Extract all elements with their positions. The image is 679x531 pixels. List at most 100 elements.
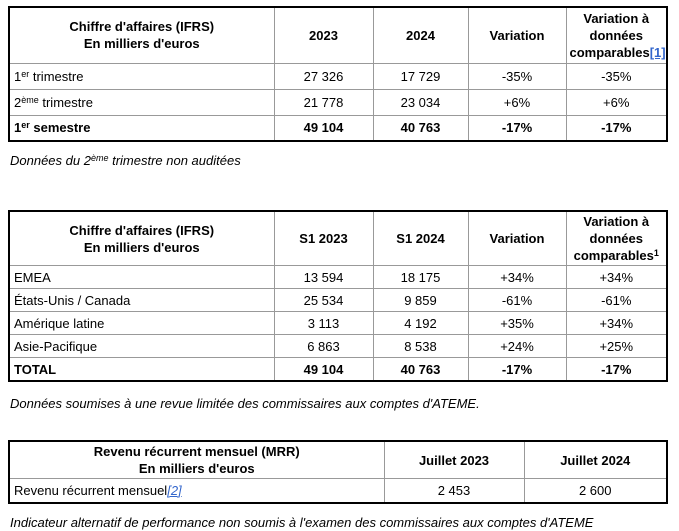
col-header-s1-2024: S1 2024 <box>372 210 469 267</box>
row-label-q2: 2ème trimestre <box>8 88 275 116</box>
col-header-comparable: Variation à données comparables1 <box>565 210 668 267</box>
table3-caption-cell: Revenu récurrent mensuel (MRR) En millie… <box>8 440 385 480</box>
total-s1-2023: 49 104 <box>273 357 374 382</box>
comparable-header-text: Variation à données comparables <box>573 214 654 264</box>
table-row-emea: EMEA 13 594 18 175 +34% +34% <box>8 265 668 290</box>
semester-2024-value: 40 763 <box>372 114 469 142</box>
table-row-q1: 1er trimestre 27 326 17 729 -35% -35% <box>8 62 668 90</box>
semester-variation: -17% <box>467 114 567 142</box>
latam-variation: +35% <box>467 311 567 336</box>
comparable-header-text: Variation à données comparables <box>569 10 650 60</box>
emea-s1-2023: 13 594 <box>273 265 374 290</box>
row-label-emea: EMEA <box>8 265 275 290</box>
table3-caption-line1: Revenu récurrent mensuel (MRR) <box>93 443 300 459</box>
table-row-q2: 2ème trimestre 21 778 23 034 +6% +6% <box>8 88 668 116</box>
table1-caption-cell: Chiffre d'affaires (IFRS) En milliers d'… <box>8 6 275 64</box>
ordinal-superscript: er <box>21 68 30 79</box>
col-header-variation: Variation <box>467 6 567 64</box>
mrr-table: Revenu récurrent mensuel (MRR) En millie… <box>8 439 668 504</box>
row-label-apac: Asie-Pacifique <box>8 334 275 359</box>
apac-s1-2024: 8 538 <box>372 334 469 359</box>
ordinal-superscript: er <box>21 120 30 131</box>
footnote-2-link[interactable]: [2] <box>167 483 182 499</box>
latam-s1-2023: 3 113 <box>273 311 374 336</box>
row-label-semester: 1er semestre <box>8 114 275 142</box>
q2-2023-value: 21 778 <box>273 88 374 116</box>
note-q2-unaudited: Données du 2ème trimestre non auditées <box>10 152 666 169</box>
row-label-text: trimestre <box>38 94 93 110</box>
table2-caption-cell: Chiffre d'affaires (IFRS) En milliers d'… <box>8 210 275 267</box>
latam-s1-2024: 4 192 <box>372 311 469 336</box>
table-row-latam: Amérique latine 3 113 4 192 +35% +34% <box>8 311 668 336</box>
emea-s1-2024: 18 175 <box>372 265 469 290</box>
table1-caption-line2: En milliers d'euros <box>83 36 200 52</box>
table-row-total: TOTAL 49 104 40 763 -17% -17% <box>8 357 668 382</box>
apac-s1-2023: 6 863 <box>273 334 374 359</box>
table-row-mrr: Revenu récurrent mensuel[2] 2 453 2 600 <box>8 478 668 504</box>
col-header-comparable: Variation à données comparables[1] <box>565 6 668 64</box>
note-text: Données du 2 <box>10 153 91 168</box>
spacer <box>8 412 666 440</box>
mrr-table-header-row: Revenu récurrent mensuel (MRR) En millie… <box>8 440 668 480</box>
row-label-text: 2 <box>14 94 22 110</box>
row-label-q1: 1er trimestre <box>8 62 275 90</box>
table-row-us-canada: États-Unis / Canada 25 534 9 859 -61% -6… <box>8 288 668 313</box>
quarterly-table-header-row: Chiffre d'affaires (IFRS) En milliers d'… <box>8 6 668 64</box>
q2-variation: +6% <box>467 88 567 116</box>
us-canada-variation-comparable: -61% <box>565 288 668 313</box>
q1-variation: -35% <box>467 62 567 90</box>
mrr-juillet-2024: 2 600 <box>523 478 668 504</box>
row-label-text: trimestre <box>29 68 84 84</box>
note-text: trimestre non auditées <box>108 153 241 168</box>
spacer <box>8 169 666 210</box>
q1-variation-comparable: -35% <box>565 62 668 90</box>
total-variation-comparable: -17% <box>565 357 668 382</box>
table-row-semester: 1er semestre 49 104 40 763 -17% -17% <box>8 114 668 142</box>
row-label-text: semestre <box>29 120 91 136</box>
row-label-total: TOTAL <box>8 357 275 382</box>
ordinal-superscript: ème <box>21 94 39 105</box>
table2-caption-line1: Chiffre d'affaires (IFRS) <box>69 222 215 238</box>
table3-caption-line2: En milliers d'euros <box>138 461 255 477</box>
emea-variation-comparable: +34% <box>565 265 668 290</box>
total-s1-2024: 40 763 <box>372 357 469 382</box>
row-label-mrr: Revenu récurrent mensuel[2] <box>8 478 385 504</box>
total-variation: -17% <box>467 357 567 382</box>
apac-variation: +24% <box>467 334 567 359</box>
q2-variation-comparable: +6% <box>565 88 668 116</box>
q2-2024-value: 23 034 <box>372 88 469 116</box>
row-label-text: 1 <box>14 120 22 136</box>
col-header-2024: 2024 <box>372 6 469 64</box>
col-header-juillet-2024: Juillet 2024 <box>523 440 668 480</box>
note-alternative-indicator: Indicateur alternatif de performance non… <box>10 514 594 530</box>
row-label-text: 1 <box>14 68 22 84</box>
col-header-juillet-2023: Juillet 2023 <box>383 440 525 480</box>
footnote-1-link[interactable]: [1] <box>649 44 666 60</box>
regional-table-header-row: Chiffre d'affaires (IFRS) En milliers d'… <box>8 210 668 267</box>
us-canada-variation: -61% <box>467 288 567 313</box>
semester-variation-comparable: -17% <box>565 114 668 142</box>
row-label-us-canada: États-Unis / Canada <box>8 288 275 313</box>
emea-variation: +34% <box>467 265 567 290</box>
regional-revenue-table: Chiffre d'affaires (IFRS) En milliers d'… <box>8 210 668 382</box>
us-canada-s1-2023: 25 534 <box>273 288 374 313</box>
col-header-variation: Variation <box>467 210 567 267</box>
col-header-2023: 2023 <box>273 6 374 64</box>
q1-2024-value: 17 729 <box>372 62 469 90</box>
table1-caption-line1: Chiffre d'affaires (IFRS) <box>69 19 215 35</box>
col-header-s1-2023: S1 2023 <box>273 210 374 267</box>
row-label-text: Revenu récurrent mensuel <box>14 483 168 499</box>
quarterly-revenue-table: Chiffre d'affaires (IFRS) En milliers d'… <box>8 6 668 142</box>
apac-variation-comparable: +25% <box>565 334 668 359</box>
table-row-apac: Asie-Pacifique 6 863 8 538 +24% +25% <box>8 334 668 359</box>
table2-caption-line2: En milliers d'euros <box>83 239 200 255</box>
semester-2023-value: 49 104 <box>273 114 374 142</box>
footnote-1-superscript: 1 <box>653 248 659 259</box>
q1-2023-value: 27 326 <box>273 62 374 90</box>
latam-variation-comparable: +34% <box>565 311 668 336</box>
row-label-latam: Amérique latine <box>8 311 275 336</box>
ordinal-superscript: ème <box>90 153 109 163</box>
mrr-juillet-2023: 2 453 <box>383 478 525 504</box>
note-limited-review: Données soumises à une revue limitée des… <box>10 395 480 411</box>
